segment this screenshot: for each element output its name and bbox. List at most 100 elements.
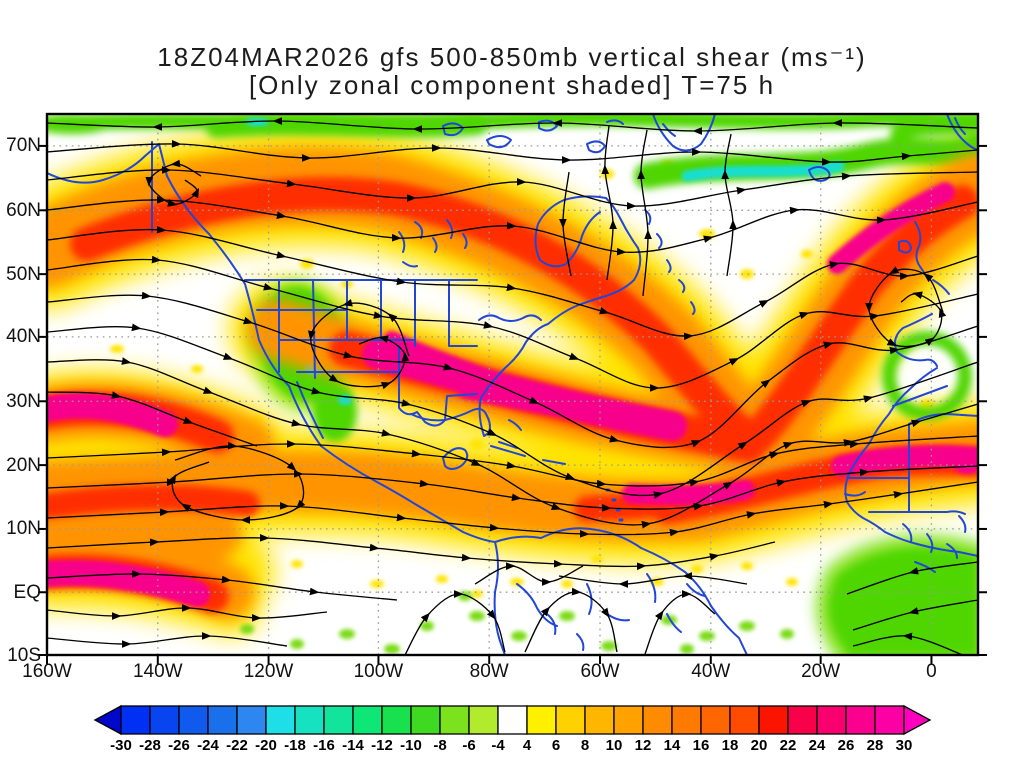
colorbar-tick-label: 18	[722, 737, 739, 754]
colorbar-segment	[323, 705, 354, 735]
streamline	[145, 159, 202, 207]
colorbar-segment	[816, 705, 847, 735]
colorbar-tick-label: 28	[867, 737, 884, 754]
colorbar-segment	[265, 705, 296, 735]
streamline	[47, 140, 978, 166]
colorbar-tick-label: 24	[809, 737, 826, 754]
streamline	[47, 166, 978, 210]
lon-tick-label: 20W	[801, 661, 841, 682]
colorbar-segment	[120, 705, 151, 735]
streamline	[558, 572, 748, 588]
map-frame	[45, 112, 980, 657]
chart-title: 18Z04MAR2026 gfs 500-850mb vertical shea…	[157, 42, 867, 72]
colorbar-segment	[526, 705, 557, 735]
colorbar-segment	[584, 705, 615, 735]
colorbar: -30 -28 -26 -24 -22 -20 -18 -16 -14 -12 -10 -8 -6 -4 4…	[91, 704, 933, 764]
colorbar-segment	[352, 705, 383, 735]
lat-tick-label: EQ	[13, 581, 41, 603]
colorbar-segment	[787, 705, 818, 735]
colorbar-tick-label: -22	[226, 737, 248, 754]
streamline	[559, 171, 572, 277]
colorbar-tick-label: -28	[139, 737, 161, 754]
colorbar-segment	[410, 705, 441, 735]
colorbar-tick-label: 22	[780, 737, 797, 754]
colorbar-segment	[613, 705, 644, 735]
colorbar-segment	[700, 705, 731, 735]
shear-map-canvas	[38, 112, 987, 664]
streamline	[47, 632, 288, 648]
lat-tick-label: 30N	[6, 390, 41, 412]
colorbar-segment	[236, 705, 267, 735]
colorbar-tick-label: -30	[110, 737, 132, 754]
streamline	[852, 599, 978, 631]
streamline	[601, 125, 617, 281]
colorbar-segment	[178, 705, 209, 735]
colorbar-segment	[149, 705, 180, 735]
lat-tick-label: 50N	[6, 263, 41, 285]
colorbar-tick-label: -14	[342, 737, 364, 754]
streamline	[474, 562, 584, 586]
colorbar-tick-label: 6	[552, 737, 560, 754]
colorbar-segment	[671, 705, 702, 735]
colorbar-tick-label: 20	[751, 737, 768, 754]
streamline	[721, 133, 737, 277]
streamline	[852, 632, 964, 655]
colorbar-segment	[497, 705, 528, 735]
streamline	[47, 481, 978, 538]
colorbar-tick-label: -18	[284, 737, 306, 754]
lat-tick-label: 10S	[7, 644, 41, 666]
colorbar-segment	[729, 705, 760, 735]
colorbar-tick-label: 26	[838, 737, 855, 754]
lon-tick-label: 140W	[132, 661, 183, 682]
lon-tick-label: 0	[926, 661, 937, 682]
colorbar-segment	[642, 705, 673, 735]
colorbar-tick-label: -6	[462, 737, 475, 754]
colorbar-tick-label: 4	[523, 737, 532, 754]
colorbar-tick-label: -20	[255, 737, 277, 754]
lat-tick-label: 10N	[6, 518, 41, 540]
streamline	[47, 534, 776, 571]
streamline	[524, 587, 618, 653]
streamline	[865, 266, 947, 348]
colorbar-segment	[758, 705, 789, 735]
streamline	[404, 590, 506, 655]
colorbar-tick-label: 14	[664, 737, 681, 754]
lon-tick-label: 40W	[691, 661, 731, 682]
streamline	[47, 391, 258, 447]
colorbar-tick-label: 10	[606, 737, 623, 754]
streamline	[307, 299, 410, 390]
colorbar-tick-label: 16	[693, 737, 710, 754]
colorbar-tick-label: -4	[491, 737, 505, 754]
colorbar-segment	[207, 705, 238, 735]
colorbar-tick-label: 12	[635, 737, 652, 754]
colorbar-tick-label: -12	[371, 737, 393, 754]
colorbar-tick-label: -16	[313, 737, 335, 754]
lon-tick-label: 60W	[580, 661, 620, 682]
lat-tick-label: 40N	[6, 326, 41, 348]
streamline	[47, 117, 978, 135]
colorbar-segment	[439, 705, 470, 735]
lat-tick-label: 60N	[6, 199, 41, 221]
streamline	[637, 129, 652, 297]
colorbar-tick-label: -24	[197, 737, 219, 754]
chart-subtitle: [Only zonal component shaded] T=75 h	[248, 70, 776, 100]
lon-tick-label: 160W	[22, 661, 72, 682]
axis-tick-layer	[38, 144, 987, 664]
colorbar-right-arrow	[903, 704, 932, 736]
colorbar-tick-label: 30	[896, 737, 913, 754]
lon-tick-label: 80W	[469, 661, 509, 682]
colorbar-segment	[845, 705, 876, 735]
lat-tick-label: 20N	[6, 454, 41, 476]
map-area: 70N 60N 50N 40N 30N 20N 10N EQ 10S 160W 140W 120W 10…	[6, 112, 987, 681]
colorbar-left-arrow	[93, 704, 122, 736]
streamline	[47, 604, 328, 622]
streamline	[644, 590, 716, 655]
colorbar-tick-label: 8	[581, 737, 589, 754]
lat-tick-label: 70N	[6, 135, 41, 157]
streamline	[846, 561, 978, 595]
colorbar-tick-label: -8	[433, 737, 446, 754]
colorbar-segment	[294, 705, 325, 735]
lon-tick-label: 120W	[243, 661, 294, 682]
streamline	[47, 570, 398, 601]
